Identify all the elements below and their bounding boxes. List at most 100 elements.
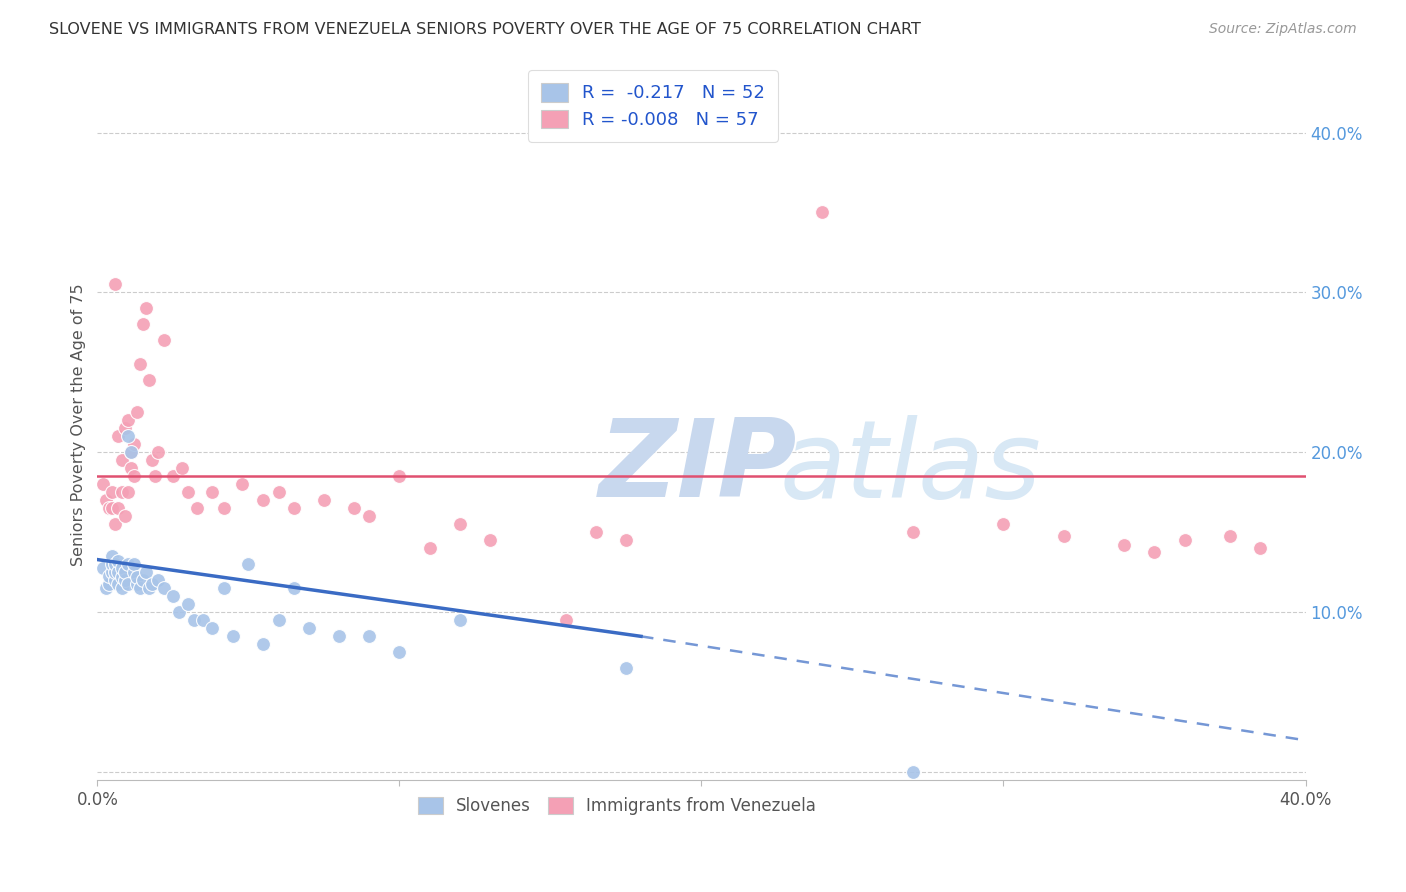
Point	[117, 576, 139, 591]
Point	[117, 413, 139, 427]
Point	[138, 582, 160, 596]
Point	[107, 576, 129, 591]
Point	[449, 613, 471, 627]
Point	[141, 453, 163, 467]
Point	[131, 318, 153, 332]
Point	[143, 469, 166, 483]
Point	[212, 501, 235, 516]
Point	[201, 621, 224, 635]
Point	[114, 421, 136, 435]
Point	[183, 613, 205, 627]
Point	[101, 558, 124, 572]
Point	[267, 485, 290, 500]
Point	[110, 570, 132, 584]
Point	[153, 334, 176, 348]
Point	[419, 541, 441, 556]
Point	[146, 445, 169, 459]
Point	[110, 582, 132, 596]
Point	[128, 582, 150, 596]
Point	[93, 560, 115, 574]
Point	[153, 582, 176, 596]
Point	[107, 566, 129, 580]
Point	[110, 560, 132, 574]
Point	[479, 533, 502, 548]
Point	[101, 566, 124, 580]
Point	[107, 554, 129, 568]
Point	[107, 501, 129, 516]
Point	[614, 661, 637, 675]
Point	[614, 533, 637, 548]
Point	[120, 445, 142, 459]
Point	[135, 566, 157, 580]
Point	[104, 566, 127, 580]
Point	[125, 576, 148, 591]
Point	[1174, 533, 1197, 548]
Point	[101, 549, 124, 564]
Legend: Slovenes, Immigrants from Venezuela: Slovenes, Immigrants from Venezuela	[408, 787, 825, 825]
Point	[283, 582, 305, 596]
Point	[252, 493, 274, 508]
Point	[388, 645, 411, 659]
Y-axis label: Seniors Poverty Over the Age of 75: Seniors Poverty Over the Age of 75	[72, 283, 86, 566]
Point	[114, 566, 136, 580]
Point	[186, 501, 208, 516]
Point	[122, 558, 145, 572]
Text: atlas: atlas	[780, 415, 1042, 520]
Point	[122, 566, 145, 580]
Text: ZIP: ZIP	[599, 414, 797, 520]
Point	[343, 501, 366, 516]
Point	[359, 629, 381, 643]
Point	[138, 373, 160, 387]
Point	[125, 570, 148, 584]
Point	[135, 301, 157, 316]
Point	[101, 501, 124, 516]
Point	[212, 582, 235, 596]
Point	[901, 765, 924, 780]
Point	[1249, 541, 1271, 556]
Point	[122, 437, 145, 451]
Point	[554, 613, 576, 627]
Point	[125, 405, 148, 419]
Point	[449, 517, 471, 532]
Point	[104, 517, 127, 532]
Point	[585, 525, 607, 540]
Point	[96, 582, 118, 596]
Point	[1114, 538, 1136, 552]
Point	[104, 558, 127, 572]
Point	[146, 574, 169, 588]
Point	[120, 461, 142, 475]
Point	[238, 558, 260, 572]
Point	[117, 485, 139, 500]
Point	[117, 429, 139, 443]
Point	[96, 493, 118, 508]
Point	[191, 613, 214, 627]
Point	[131, 574, 153, 588]
Point	[162, 590, 184, 604]
Point	[167, 605, 190, 619]
Point	[114, 509, 136, 524]
Point	[231, 477, 253, 491]
Point	[117, 558, 139, 572]
Point	[114, 574, 136, 588]
Text: SLOVENE VS IMMIGRANTS FROM VENEZUELA SENIORS POVERTY OVER THE AGE OF 75 CORRELAT: SLOVENE VS IMMIGRANTS FROM VENEZUELA SEN…	[49, 22, 921, 37]
Point	[298, 621, 321, 635]
Point	[93, 477, 115, 491]
Point	[120, 445, 142, 459]
Text: Source: ZipAtlas.com: Source: ZipAtlas.com	[1209, 22, 1357, 37]
Point	[162, 469, 184, 483]
Point	[359, 509, 381, 524]
Point	[101, 485, 124, 500]
Point	[252, 637, 274, 651]
Point	[128, 358, 150, 372]
Point	[901, 525, 924, 540]
Point	[267, 613, 290, 627]
Point	[312, 493, 335, 508]
Point	[283, 501, 305, 516]
Point	[1143, 544, 1166, 558]
Point	[98, 501, 121, 516]
Point	[98, 568, 121, 582]
Point	[811, 205, 834, 219]
Point	[104, 574, 127, 588]
Point	[388, 469, 411, 483]
Point	[222, 629, 245, 643]
